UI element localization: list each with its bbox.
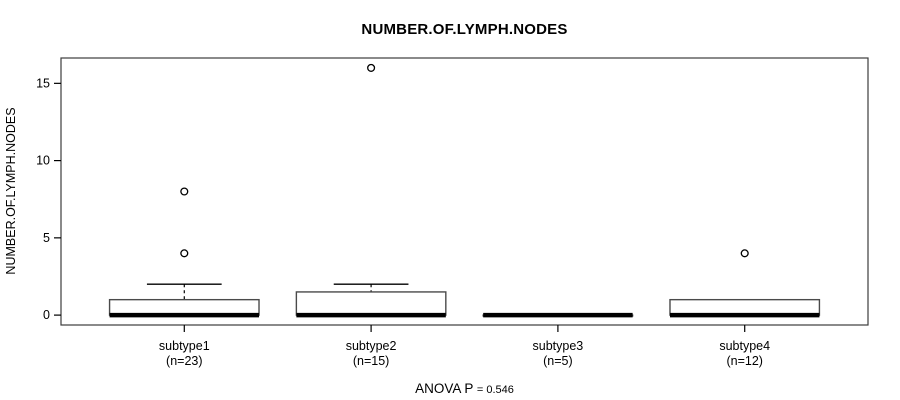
x-category-label: subtype2	[346, 339, 397, 353]
chart-title: NUMBER.OF.LYMPH.NODES	[361, 21, 568, 38]
x-category-n-label: (n=15)	[353, 354, 389, 368]
iqr-box	[669, 298, 821, 316]
y-tick-label: 10	[36, 154, 50, 168]
outlier-point	[367, 63, 376, 72]
x-category-label: subtype4	[719, 339, 770, 353]
x-category-n-label: (n=5)	[543, 354, 573, 368]
outlier-point	[180, 249, 189, 258]
x-category-label: subtype1	[159, 339, 210, 353]
outlier-point	[180, 187, 189, 196]
iqr-box	[295, 291, 447, 316]
x-category-label: subtype3	[533, 339, 584, 353]
y-tick-label: 5	[43, 231, 50, 245]
plot-frame	[60, 57, 869, 326]
x-category-n-label: (n=23)	[166, 354, 202, 368]
outlier-point	[740, 249, 749, 258]
anova-prefix: ANOVA P	[415, 381, 474, 396]
iqr-box	[108, 298, 260, 316]
y-tick-label: 15	[36, 76, 50, 90]
anova-value: = 0.546	[476, 384, 514, 396]
x-category-n-label: (n=12)	[726, 354, 762, 368]
anova-annotation: ANOVA P = 0.546	[61, 381, 868, 396]
y-tick-label: 0	[43, 308, 50, 322]
